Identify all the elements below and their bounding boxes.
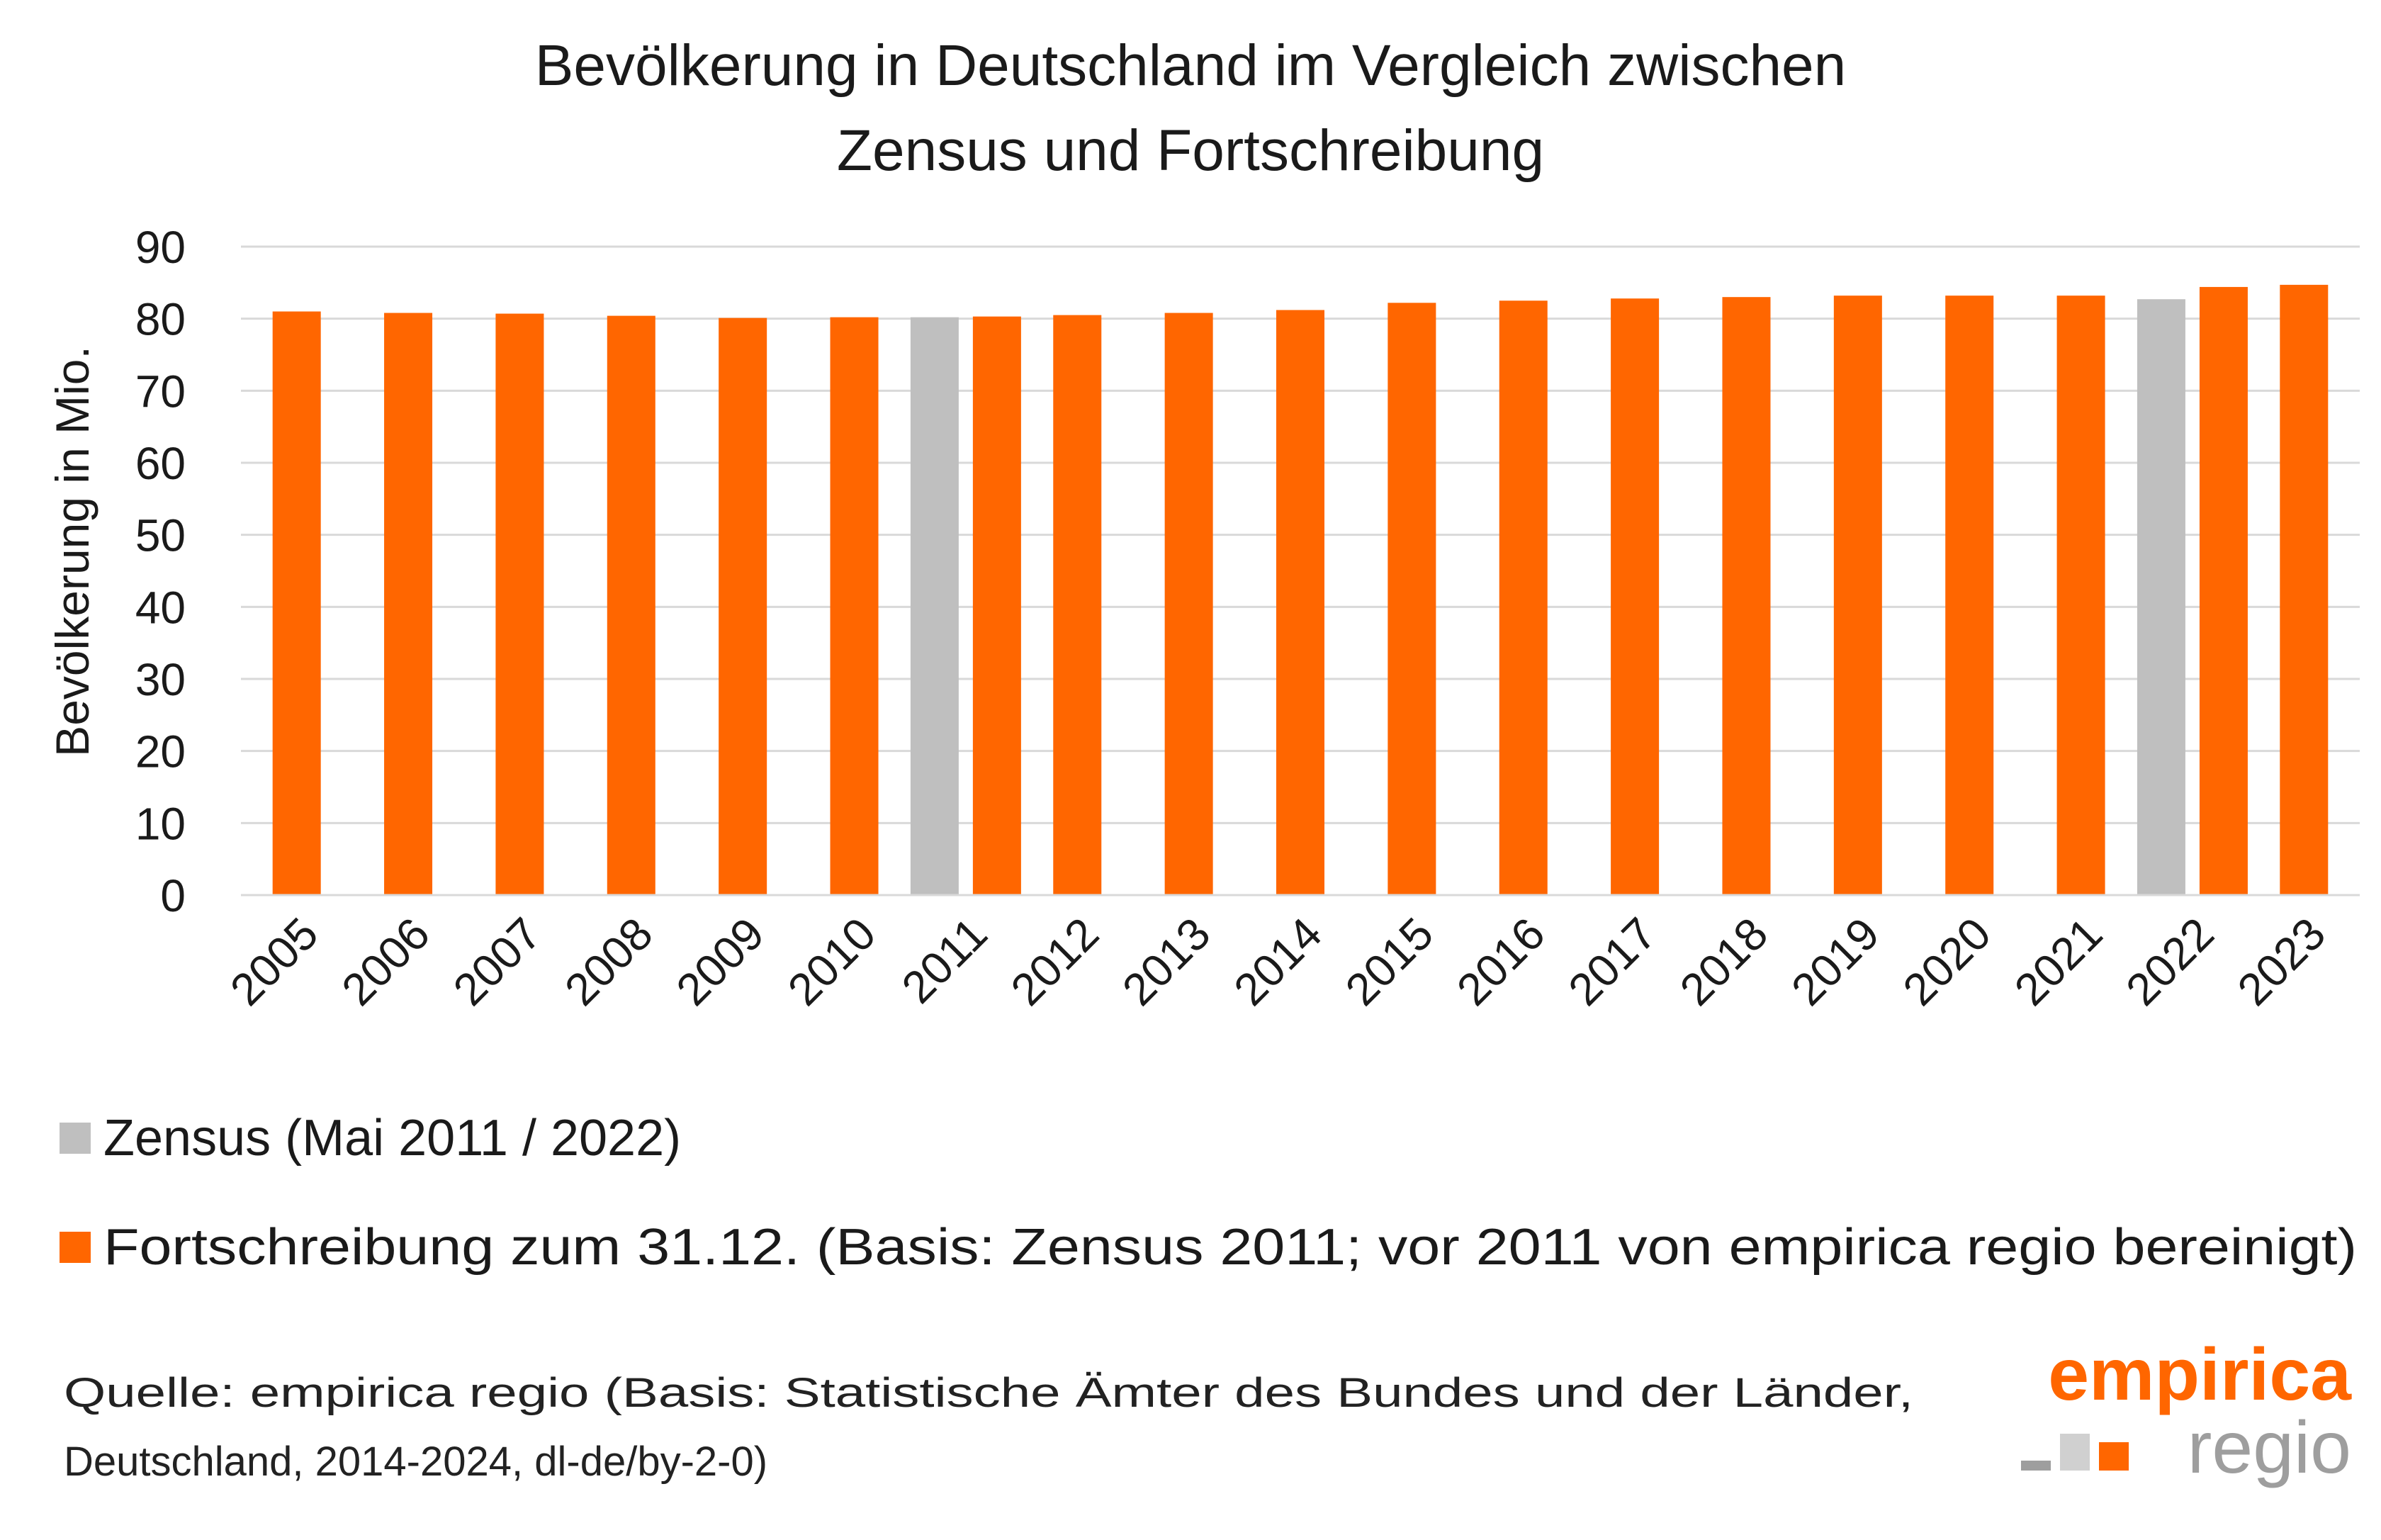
bar-fortschreibung-2010 xyxy=(830,317,879,896)
bar-fortschreibung-2007 xyxy=(495,313,544,895)
legend-swatch-fortschreibung xyxy=(60,1232,91,1263)
bar-fortschreibung-2006 xyxy=(384,313,433,895)
x-tick-label-2008: 2008 xyxy=(555,908,663,1016)
x-tick-label-2012: 2012 xyxy=(1001,908,1109,1016)
x-tick-label-2017: 2017 xyxy=(1558,908,1666,1016)
source-note: Quelle: empirica regio (Basis: Statistis… xyxy=(64,1370,1913,1485)
x-tick-label-2016: 2016 xyxy=(1447,908,1555,1016)
x-tick-label-2011: 2011 xyxy=(892,908,997,1013)
bar-fortschreibung-2020 xyxy=(1945,296,1994,896)
bar-fortschreibung-2013 xyxy=(1164,313,1213,895)
chart-title-line-1: Bevölkerung in Deutschland im Vergleich … xyxy=(535,33,1847,98)
legend: Zensus (Mai 2011 / 2022) Fortschreibung … xyxy=(60,1110,2357,1276)
x-tick-label-2019: 2019 xyxy=(1781,908,1889,1016)
y-tick-label: 80 xyxy=(135,294,186,345)
chart-title-line-2: Zensus und Fortschreibung xyxy=(837,118,1544,183)
legend-label-zensus: Zensus (Mai 2011 / 2022) xyxy=(103,1110,681,1167)
bar-fortschreibung-2023 xyxy=(2280,284,2329,896)
y-tick-label: 40 xyxy=(135,582,186,633)
y-tick-label: 60 xyxy=(135,438,186,489)
x-axis-ticks: 2005 2006 2007 2008 2009 2010 2011 2012 2013 2014… xyxy=(220,908,2335,1016)
bar-zensus-2011 xyxy=(910,317,959,896)
bar-zensus-2022 xyxy=(2137,299,2185,895)
y-axis-ticks: 0 10 20 30 40 50 60 70 80 90 xyxy=(135,222,186,921)
x-tick-label-2018: 2018 xyxy=(1670,908,1778,1016)
bar-fortschreibung-2017 xyxy=(1611,298,1660,895)
logo-square-orange xyxy=(2099,1442,2129,1471)
bar-fortschreibung-2011 xyxy=(972,316,1021,895)
logo-square-dark-gray xyxy=(2021,1461,2051,1471)
y-tick-label: 70 xyxy=(135,366,186,417)
logo-square-light-gray xyxy=(2060,1434,2090,1471)
bar-fortschreibung-2014 xyxy=(1276,310,1324,895)
bar-fortschreibung-2019 xyxy=(1833,296,1882,896)
logo-word-empirica: empirica xyxy=(2048,1334,2352,1416)
x-tick-label-2020: 2020 xyxy=(1893,908,2001,1016)
x-tick-label-2015: 2015 xyxy=(1336,908,1443,1016)
bar-fortschreibung-2022 xyxy=(2199,286,2248,895)
x-tick-label-2010: 2010 xyxy=(778,908,886,1016)
source-line-1: Quelle: empirica regio (Basis: Statistis… xyxy=(64,1370,1913,1416)
x-tick-label-2005: 2005 xyxy=(220,908,328,1016)
bar-fortschreibung-2016 xyxy=(1499,300,1548,895)
source-line-2: Deutschland, 2014-2024, dl-de/by-2-0) xyxy=(64,1439,767,1485)
bar-fortschreibung-2005 xyxy=(272,311,321,895)
bar-fortschreibung-2009 xyxy=(719,317,767,895)
x-tick-label-2022: 2022 xyxy=(2116,908,2224,1016)
x-tick-label-2009: 2009 xyxy=(666,908,774,1016)
y-axis-label: Bevölkerung in Mio. xyxy=(46,346,98,757)
bar-fortschreibung-2012 xyxy=(1053,315,1102,895)
empirica-regio-logo: empirica regio xyxy=(2021,1334,2352,1489)
y-tick-label: 30 xyxy=(135,654,186,705)
bar-fortschreibung-2015 xyxy=(1387,303,1436,895)
y-tick-label: 50 xyxy=(135,510,186,561)
chart-title: Bevölkerung in Deutschland im Vergleich … xyxy=(535,33,1847,183)
x-tick-label-2006: 2006 xyxy=(332,908,439,1016)
x-tick-label-2023: 2023 xyxy=(2228,908,2336,1016)
logo-word-regio: regio xyxy=(2188,1407,2351,1489)
x-tick-label-2013: 2013 xyxy=(1113,908,1220,1016)
legend-label-fortschreibung: Fortschreibung zum 31.12. (Basis: Zensus… xyxy=(103,1219,2357,1276)
bar-fortschreibung-2008 xyxy=(607,315,655,896)
x-tick-label-2014: 2014 xyxy=(1224,908,1332,1016)
y-tick-label: 90 xyxy=(135,222,186,273)
bars xyxy=(272,284,2329,896)
y-tick-label: 10 xyxy=(135,798,186,849)
y-tick-label: 20 xyxy=(135,726,186,777)
bar-fortschreibung-2018 xyxy=(1722,297,1771,896)
x-tick-label-2007: 2007 xyxy=(444,908,551,1016)
bar-fortschreibung-2021 xyxy=(2056,296,2105,896)
legend-swatch-zensus xyxy=(60,1123,91,1154)
y-tick-label: 0 xyxy=(160,870,186,921)
x-tick-label-2021: 2021 xyxy=(2005,908,2112,1016)
